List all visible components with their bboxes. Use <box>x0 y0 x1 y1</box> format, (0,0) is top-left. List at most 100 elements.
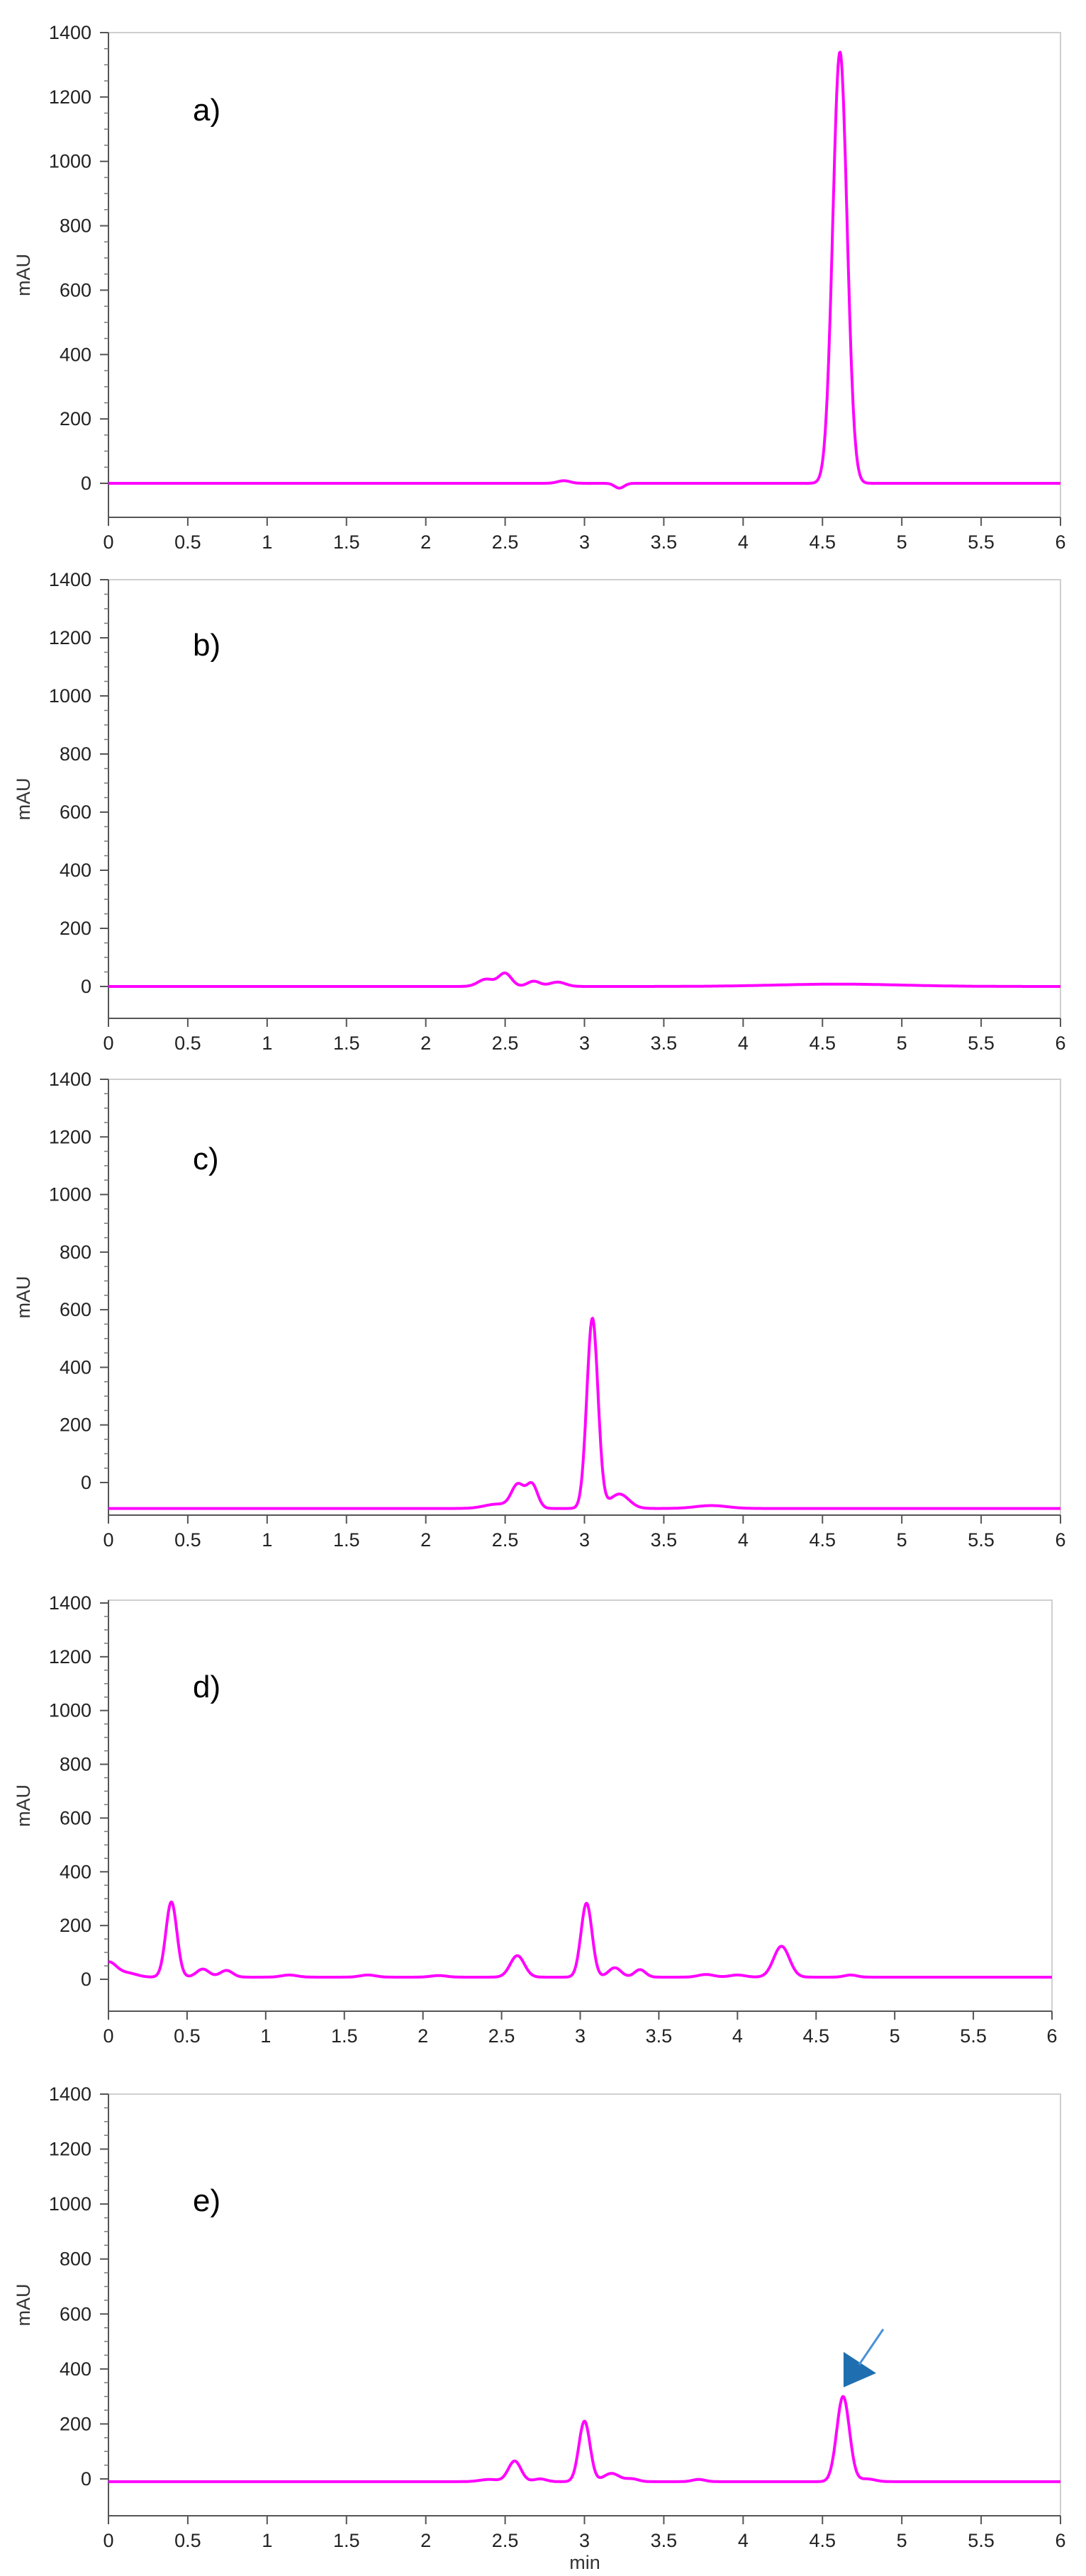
y-axis-title: mAU <box>13 254 34 296</box>
y-tick-label: 0 <box>81 2468 91 2490</box>
x-tick-label: 5.5 <box>960 2025 987 2047</box>
y-tick-label: 600 <box>60 2303 91 2324</box>
y-tick-label: 1200 <box>49 627 91 648</box>
panel-label-a: a) <box>193 93 220 128</box>
x-tick-label: 2 <box>420 531 431 553</box>
x-tick-label: 2 <box>420 1529 431 1551</box>
x-tick-label: 0.5 <box>174 2025 201 2047</box>
x-tick-label: 6 <box>1046 2025 1057 2047</box>
x-tick-label: 0 <box>103 2530 113 2551</box>
chart-panel-d: d) 0 200 400 600 800 1000 1200 1400 0 0.5 1 1.5 2 2.5… <box>13 1592 1058 2047</box>
y-tick-label: 800 <box>60 743 91 765</box>
x-tick-label: 1 <box>262 2530 272 2551</box>
y-tick-label: 200 <box>60 2413 91 2434</box>
plot-frame <box>108 32 1061 518</box>
plot-frame <box>108 2093 1061 2516</box>
chromatogram-trace <box>108 50 1061 490</box>
chart-panel-e: e) 0 200 400 600 800 1000 1200 1400 0 0.5 1 1.5 2 2.5… <box>13 2083 1066 2551</box>
y-tick-label: 1000 <box>49 1700 91 1721</box>
y-axis-title: mAU <box>13 778 34 821</box>
x-tick-label: 4 <box>738 531 749 553</box>
y-tick-label: 600 <box>60 802 91 823</box>
x-tick-label: 1.5 <box>333 1033 360 1054</box>
x-tick-label: 2 <box>420 2530 431 2551</box>
x-tick-label: 4 <box>732 2025 743 2047</box>
x-tick-label: 0 <box>103 1529 113 1551</box>
x-tick-label: 0 <box>103 531 113 553</box>
y-tick-label: 600 <box>60 1807 91 1828</box>
y-tick-label: 1000 <box>49 2193 91 2215</box>
y-tick-label: 1400 <box>49 1069 91 1090</box>
x-tick-label: 3.5 <box>651 2530 678 2551</box>
x-tick-label: 3.5 <box>651 1033 678 1054</box>
y-tick-label: 1400 <box>49 22 91 43</box>
x-tick-label: 1 <box>262 1529 272 1551</box>
x-tick-label: 3 <box>579 2530 590 2551</box>
x-tick-label: 2.5 <box>492 531 519 553</box>
x-tick-label: 5 <box>897 2530 907 2551</box>
x-tick-label: 4.5 <box>809 2530 836 2551</box>
x-tick-label: 1 <box>262 1033 272 1054</box>
x-tick-label: 5 <box>897 531 907 553</box>
x-tick-label: 2 <box>420 1033 431 1054</box>
chromatogram-trace <box>108 1317 1061 1510</box>
x-tick-label: 5 <box>890 2025 900 2047</box>
x-tick-label: 3 <box>579 1529 590 1551</box>
x-tick-label: 1.5 <box>331 2025 358 2047</box>
y-tick-label: 200 <box>60 1915 91 1936</box>
x-tick-label: 2 <box>418 2025 428 2047</box>
y-tick-label: 600 <box>60 279 91 300</box>
chromatogram-trace <box>108 2395 1061 2483</box>
y-tick-label: 200 <box>60 408 91 429</box>
x-tick-label: 0.5 <box>174 1529 201 1551</box>
y-tick-label: 1200 <box>49 1126 91 1147</box>
x-tick-label: 3.5 <box>651 1529 678 1551</box>
x-tick-label: 3.5 <box>651 531 678 553</box>
y-tick-label: 200 <box>60 1414 91 1436</box>
x-tick-label: 3.5 <box>646 2025 673 2047</box>
x-tick-label: 5 <box>897 1033 907 1054</box>
chart-panel-b: b) 0 200 400 600 800 1000 1200 1400 0 0.5 1 1.5 2 2.5… <box>13 569 1066 1054</box>
y-tick-label: 800 <box>60 1242 91 1263</box>
x-tick-label: 4.5 <box>809 1033 836 1054</box>
y-tick-label: 1200 <box>49 86 91 108</box>
y-tick-label: 800 <box>60 2249 91 2270</box>
x-tick-label: 5 <box>897 1529 907 1551</box>
y-tick-label: 0 <box>81 1969 91 1990</box>
y-tick-label: 600 <box>60 1299 91 1320</box>
chromatogram-trace <box>108 1900 1053 1979</box>
peak-arrow-marker <box>843 2351 876 2387</box>
chart-panel-c: c) 0 200 400 600 800 1000 1200 1400 0 0.5 1 1.5 2 2.5… <box>13 1069 1066 1551</box>
x-tick-label: 1 <box>260 2025 271 2047</box>
x-axis-title: min <box>569 2552 600 2573</box>
panel-label-e: e) <box>193 2183 220 2218</box>
x-tick-label: 5.5 <box>968 1529 995 1551</box>
y-tick-label: 1200 <box>49 2139 91 2160</box>
plot-frame <box>108 1599 1053 2012</box>
y-tick-label: 400 <box>60 1356 91 1378</box>
x-tick-label: 6 <box>1055 1033 1065 1054</box>
y-tick-label: 400 <box>60 2358 91 2380</box>
y-tick-label: 1000 <box>49 685 91 707</box>
x-tick-label: 3 <box>575 2025 586 2047</box>
x-tick-label: 4.5 <box>809 1529 836 1551</box>
x-tick-label: 4 <box>738 2530 749 2551</box>
y-tick-label: 800 <box>60 1754 91 1775</box>
x-tick-label: 0.5 <box>174 1033 201 1054</box>
y-axis-title: mAU <box>13 1276 34 1319</box>
x-tick-label: 2.5 <box>492 2530 519 2551</box>
x-tick-label: 3 <box>579 531 590 553</box>
x-tick-label: 0.5 <box>174 531 201 553</box>
y-tick-label: 0 <box>81 473 91 494</box>
y-tick-label: 1200 <box>49 1646 91 1667</box>
y-tick-label: 200 <box>60 918 91 939</box>
x-tick-label: 2.5 <box>488 2025 515 2047</box>
x-tick-label: 0 <box>103 2025 113 2047</box>
y-tick-label: 1400 <box>49 569 91 590</box>
y-axis-title: mAU <box>13 1784 34 1827</box>
x-tick-label: 2.5 <box>492 1033 519 1054</box>
x-tick-label: 4.5 <box>809 531 836 553</box>
y-tick-label: 400 <box>60 344 91 365</box>
y-tick-label: 0 <box>81 976 91 997</box>
x-tick-label: 5.5 <box>968 1033 995 1054</box>
